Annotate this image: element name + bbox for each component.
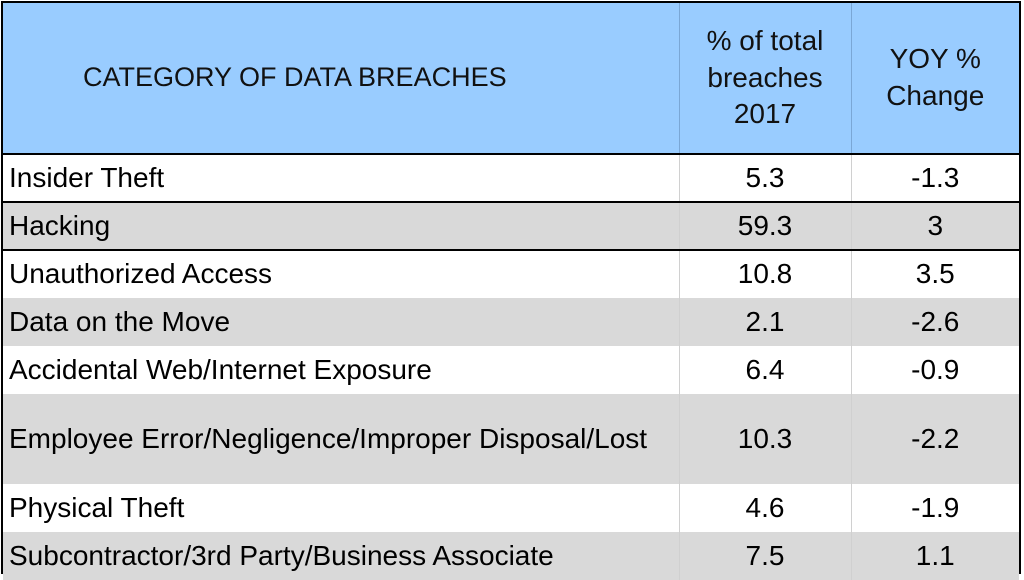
header-pct-line-2: breaches — [707, 61, 823, 93]
yoy-change-cell: -1.9 — [851, 484, 1019, 532]
pct-total-cell: 7.5 — [679, 532, 852, 580]
category-cell: Data on the Move — [3, 298, 680, 346]
category-cell: Insider Theft — [3, 154, 680, 202]
yoy-change-cell: -0.9 — [851, 346, 1019, 394]
category-cell: Employee Error/Negligence/Improper Dispo… — [3, 394, 680, 484]
header-yoy-line-2: Change — [886, 80, 985, 111]
table-row: Employee Error/Negligence/Improper Dispo… — [3, 394, 1019, 484]
pct-total-cell: 10.8 — [679, 249, 852, 298]
table-body: Insider Theft 5.3 -1.3 Hacking 59.3 3 Un… — [3, 154, 1019, 580]
category-cell: Unauthorized Access — [3, 249, 680, 298]
header-category: CATEGORY OF DATA BREACHES — [3, 3, 680, 155]
yoy-change-cell: -2.2 — [851, 394, 1019, 484]
yoy-change-cell: 3.5 — [851, 249, 1019, 298]
yoy-change-cell: -1.3 — [851, 154, 1019, 202]
yoy-change-cell: 1.1 — [851, 532, 1019, 580]
pct-total-cell: 2.1 — [679, 298, 852, 346]
table-row: Unauthorized Access 10.8 3.5 — [3, 249, 1019, 298]
table-row: Data on the Move 2.1 -2.6 — [3, 298, 1019, 346]
yoy-change-cell: -2.6 — [851, 298, 1019, 346]
header-yoy-line-1: YOY % — [889, 43, 981, 75]
header-pct-total: % of total breaches 2017 — [679, 3, 852, 155]
table-row: Accidental Web/Internet Exposure 6.4 -0.… — [3, 346, 1019, 394]
data-breach-table: CATEGORY OF DATA BREACHES % of total bre… — [3, 3, 1019, 580]
table-row: Hacking 59.3 3 — [3, 201, 1019, 250]
yoy-change-cell: 3 — [851, 201, 1019, 250]
header-row: CATEGORY OF DATA BREACHES % of total bre… — [3, 3, 1019, 155]
pct-total-cell: 5.3 — [679, 154, 852, 202]
table-row: Insider Theft 5.3 -1.3 — [3, 154, 1019, 202]
category-cell: Accidental Web/Internet Exposure — [3, 346, 680, 394]
pct-total-cell: 6.4 — [679, 346, 852, 394]
table-row: Physical Theft 4.6 -1.9 — [3, 484, 1019, 532]
table-row: Subcontractor/3rd Party/Business Associa… — [3, 532, 1019, 580]
header-yoy-change: YOY % Change — [851, 3, 1019, 155]
table-header: CATEGORY OF DATA BREACHES % of total bre… — [3, 3, 1019, 155]
header-pct-line-1: % of total — [706, 24, 824, 56]
category-cell: Physical Theft — [3, 484, 680, 532]
category-cell: Subcontractor/3rd Party/Business Associa… — [3, 532, 680, 580]
header-category-label: CATEGORY OF DATA BREACHES — [83, 62, 507, 93]
header-pct-line-3: 2017 — [733, 98, 797, 130]
pct-total-cell: 59.3 — [679, 201, 852, 250]
category-cell: Hacking — [3, 201, 680, 250]
pct-total-cell: 4.6 — [679, 484, 852, 532]
pct-total-cell: 10.3 — [679, 394, 852, 484]
